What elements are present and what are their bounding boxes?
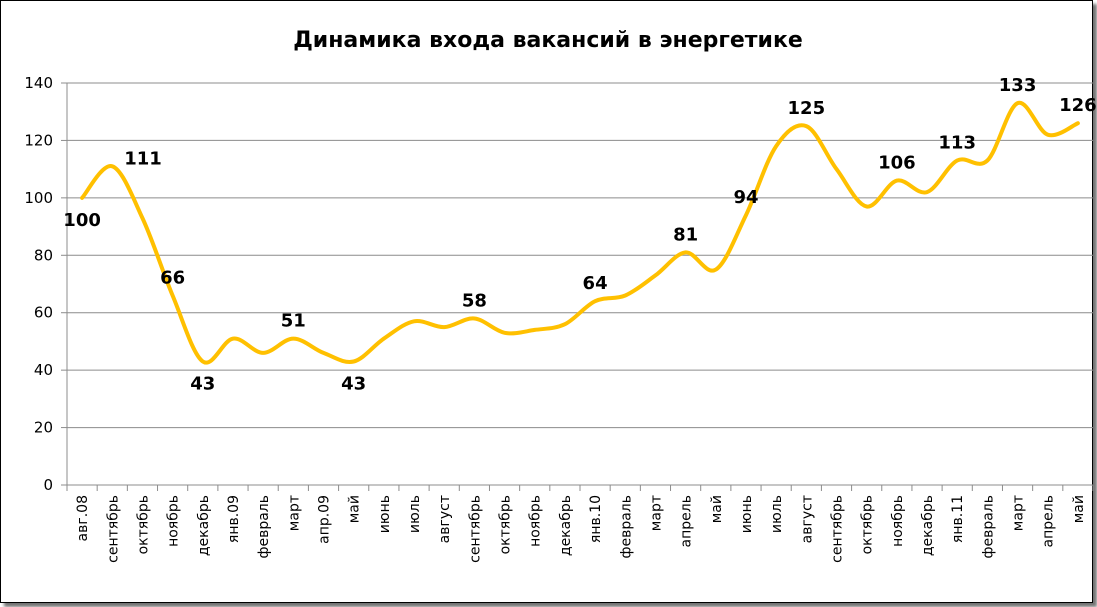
- x-tick-label: авг.08: [75, 495, 91, 541]
- data-label: 133: [999, 75, 1037, 96]
- x-tick-label: июль: [407, 495, 423, 533]
- x-tick-label: июнь: [739, 495, 755, 533]
- data-label: 81: [673, 224, 698, 245]
- x-tick-label: август: [799, 495, 815, 543]
- x-tick-label: ноябрь: [166, 495, 182, 547]
- x-tick-label: апрель: [1041, 495, 1057, 547]
- x-tick-label: февраль: [980, 495, 996, 559]
- data-label: 111: [124, 148, 162, 169]
- x-tick-label: янв.10: [588, 495, 604, 543]
- data-label: 66: [160, 267, 185, 288]
- data-label: 126: [1059, 95, 1097, 116]
- y-tick-label: 20: [34, 419, 53, 437]
- y-axis-ticks: 0 20 40 60 80 100 120 140: [24, 74, 53, 494]
- x-tick-label: апрель: [679, 495, 695, 547]
- data-label: 43: [341, 374, 366, 395]
- x-tick-label: март: [286, 495, 302, 531]
- x-tick-label: янв.09: [226, 495, 242, 543]
- x-tick-label: ноябрь: [528, 495, 544, 547]
- x-tick-label: октябрь: [860, 495, 876, 554]
- x-tick-label: февраль: [256, 495, 272, 559]
- data-label: 64: [583, 273, 608, 294]
- chart-title: Динамика входа вакансий в энергетике: [293, 28, 803, 53]
- data-labels: 100 111 66 43 51 43 58 64 81 94 125 106 113 133 126: [63, 75, 1096, 394]
- x-tick-label: июль: [769, 495, 785, 533]
- x-tick-label: октябрь: [135, 495, 151, 554]
- data-label: 106: [878, 153, 916, 174]
- x-tick-label: апр.09: [317, 495, 333, 544]
- x-tick-label: май: [1071, 495, 1087, 523]
- y-tick-label: 80: [34, 246, 53, 264]
- y-tick-label: 100: [24, 189, 53, 207]
- y-tick-label: 60: [34, 304, 53, 322]
- data-label: 94: [733, 187, 758, 208]
- series-line: [80, 101, 1080, 365]
- x-tick-label: янв.11: [950, 495, 966, 543]
- data-label: 100: [63, 210, 101, 231]
- data-label: 113: [938, 133, 976, 154]
- x-tick-label: сентябрь: [467, 495, 483, 563]
- x-tick-label: март: [1011, 495, 1027, 531]
- y-tick-label: 120: [24, 131, 53, 149]
- y-tick-label: 40: [34, 361, 53, 379]
- x-tick-label: май: [347, 495, 363, 523]
- x-tick-label: июнь: [377, 495, 393, 533]
- x-tick-label: май: [709, 495, 725, 523]
- x-tick-label: март: [648, 495, 664, 531]
- x-axis-ticks: авг.08 сентябрь октябрь ноябрь декабрь янв.09…: [66, 485, 1094, 563]
- data-label: 58: [462, 290, 487, 311]
- x-tick-label: февраль: [618, 495, 634, 559]
- y-tick-label: 140: [24, 74, 53, 92]
- data-label: 51: [281, 311, 306, 332]
- x-tick-label: октябрь: [498, 495, 514, 554]
- x-tick-label: декабрь: [558, 495, 574, 556]
- data-label: 125: [788, 98, 826, 119]
- x-tick-label: декабрь: [920, 495, 936, 556]
- x-tick-label: сентябрь: [105, 495, 121, 563]
- x-tick-label: декабрь: [196, 495, 212, 556]
- data-label: 43: [190, 374, 215, 395]
- x-tick-label: сентябрь: [830, 495, 846, 563]
- y-tick-label: 0: [43, 476, 53, 494]
- x-tick-label: август: [437, 495, 453, 543]
- x-tick-label: ноябрь: [890, 495, 906, 547]
